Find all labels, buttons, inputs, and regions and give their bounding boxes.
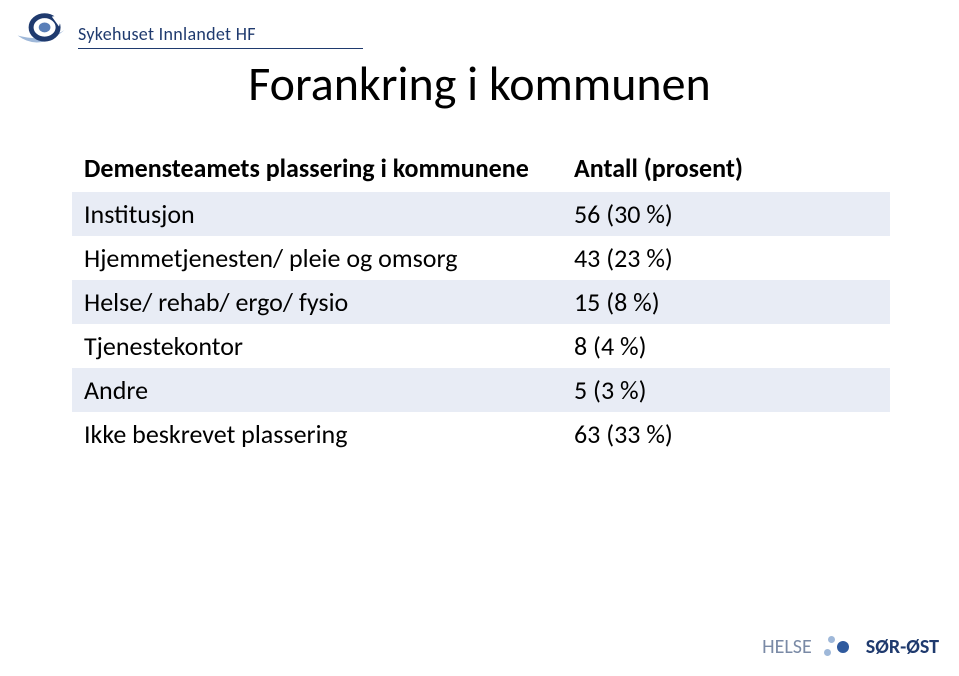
cell-value: 63 (33 %) [562, 412, 890, 456]
logo-bottom: HELSE SØR-ØST [762, 634, 939, 660]
table-row: Helse/ rehab/ ergo/ fysio 15 (8 %) [72, 280, 890, 324]
hospital-logo-icon [14, 12, 68, 55]
cell-label: Hjemmetjenesten/ pleie og omsorg [72, 236, 562, 280]
dots-icon [824, 634, 854, 660]
logo-bottom-part1: HELSE [762, 635, 812, 659]
placement-table: Demensteamets plassering i kommunene Ant… [72, 144, 890, 456]
cell-value: 56 (30 %) [562, 192, 890, 236]
table-row: Hjemmetjenesten/ pleie og omsorg 43 (23 … [72, 236, 890, 280]
cell-value: 15 (8 %) [562, 280, 890, 324]
logo-underline [78, 48, 363, 49]
logo-bottom-part2: SØR-ØST [866, 635, 939, 659]
table-row: Andre 5 (3 %) [72, 368, 890, 412]
cell-label: Andre [72, 368, 562, 412]
cell-label: Institusjon [72, 192, 562, 236]
cell-label: Ikke beskrevet plassering [72, 412, 562, 456]
cell-label: Tjenestekontor [72, 324, 562, 368]
table-row: Ikke beskrevet plassering 63 (33 %) [72, 412, 890, 456]
cell-value: 5 (3 %) [562, 368, 890, 412]
table-header-row: Demensteamets plassering i kommunene Ant… [72, 144, 890, 192]
cell-label: Helse/ rehab/ ergo/ fysio [72, 280, 562, 324]
cell-value: 8 (4 %) [562, 324, 890, 368]
slide: Sykehuset Innlandet HF Forankring i komm… [0, 0, 959, 676]
table-row: Tjenestekontor 8 (4 %) [72, 324, 890, 368]
header-left: Demensteamets plassering i kommunene [72, 144, 562, 192]
table-row: Institusjon 56 (30 %) [72, 192, 890, 236]
header-right: Antall (prosent) [562, 144, 890, 192]
page-title: Forankring i kommunen [0, 54, 959, 113]
cell-value: 43 (23 %) [562, 236, 890, 280]
logo-top-text: Sykehuset Innlandet HF [78, 23, 256, 45]
